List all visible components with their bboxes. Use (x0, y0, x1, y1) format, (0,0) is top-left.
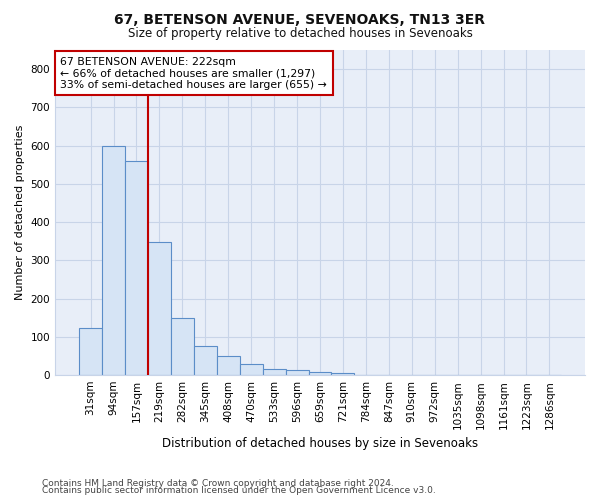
Bar (171, 318, 194, 375)
Bar (240, 364, 263, 375)
Bar (263, 370, 286, 375)
Text: 67, BETENSON AVENUE, SEVENOAKS, TN13 3ER: 67, BETENSON AVENUE, SEVENOAKS, TN13 3ER (115, 12, 485, 26)
Text: Size of property relative to detached houses in Sevenoaks: Size of property relative to detached ho… (128, 28, 472, 40)
Bar (79, 328, 102, 375)
Bar (286, 370, 308, 375)
Bar (217, 356, 240, 375)
X-axis label: Distribution of detached houses by size in Sevenoaks: Distribution of detached houses by size … (162, 437, 478, 450)
Text: Contains HM Land Registry data © Crown copyright and database right 2024.: Contains HM Land Registry data © Crown c… (42, 478, 394, 488)
Text: Contains public sector information licensed under the Open Government Licence v3: Contains public sector information licen… (42, 486, 436, 495)
Bar (102, 146, 125, 375)
Text: 67 BETENSON AVENUE: 222sqm
← 66% of detached houses are smaller (1,297)
33% of s: 67 BETENSON AVENUE: 222sqm ← 66% of deta… (61, 56, 327, 90)
Y-axis label: Number of detached properties: Number of detached properties (15, 125, 25, 300)
Bar (125, 161, 148, 375)
Bar (308, 372, 331, 375)
Bar (331, 373, 355, 375)
Bar (148, 242, 171, 375)
Bar (194, 346, 217, 375)
